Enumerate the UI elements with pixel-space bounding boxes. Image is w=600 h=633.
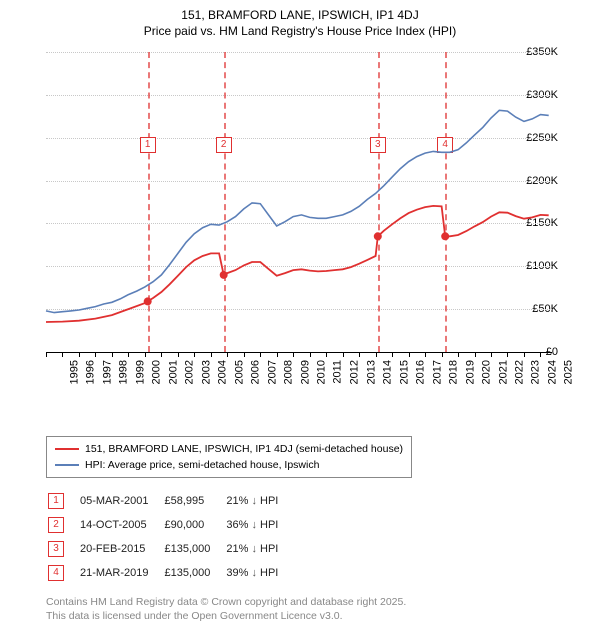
sale-price: £135,000 xyxy=(164,562,224,584)
down-arrow-icon: ↓ xyxy=(251,567,257,579)
hpi-line xyxy=(46,110,549,312)
down-arrow-icon: ↓ xyxy=(251,495,257,507)
sales-row: 2 14-OCT-2005£90,00036% ↓ HPI xyxy=(48,514,292,536)
sale-date: 21-MAR-2019 xyxy=(80,562,162,584)
sale-dot xyxy=(220,271,228,279)
down-arrow-icon: ↓ xyxy=(251,543,257,555)
x-tick-label: 2025 xyxy=(563,360,575,384)
sale-date: 14-OCT-2005 xyxy=(80,514,162,536)
sale-index-box: 1 xyxy=(48,493,64,509)
legend-label-property: 151, BRAMFORD LANE, IPSWICH, IP1 4DJ (se… xyxy=(85,443,403,455)
legend-label-hpi: HPI: Average price, semi-detached house,… xyxy=(85,459,319,471)
footer-line2: This data is licensed under the Open Gov… xyxy=(46,610,600,624)
sale-index-box: 2 xyxy=(48,517,64,533)
price-chart: £0£50K£100K£150K£200K£250K£300K£350K1995… xyxy=(0,44,560,394)
sale-index-box: 3 xyxy=(48,541,64,557)
chart-svg xyxy=(0,44,560,394)
sale-delta: 39% ↓ HPI xyxy=(226,562,292,584)
legend-row-hpi: HPI: Average price, semi-detached house,… xyxy=(55,457,403,473)
sale-dot xyxy=(374,232,382,240)
sale-date: 05-MAR-2001 xyxy=(80,490,162,512)
legend-row-property: 151, BRAMFORD LANE, IPSWICH, IP1 4DJ (se… xyxy=(55,441,403,457)
sales-row: 4 21-MAR-2019£135,00039% ↓ HPI xyxy=(48,562,292,584)
chart-container: 151, BRAMFORD LANE, IPSWICH, IP1 4DJ Pri… xyxy=(0,0,600,633)
down-arrow-icon: ↓ xyxy=(251,519,257,531)
property-line xyxy=(46,206,549,322)
sale-date: 20-FEB-2015 xyxy=(80,538,162,560)
sale-dot xyxy=(144,297,152,305)
legend-swatch-property xyxy=(55,448,79,450)
sale-index-box: 4 xyxy=(48,565,64,581)
footer-line1: Contains HM Land Registry data © Crown c… xyxy=(46,596,600,610)
title-subtitle: Price paid vs. HM Land Registry's House … xyxy=(0,24,600,38)
sale-delta: 21% ↓ HPI xyxy=(226,538,292,560)
sale-price: £58,995 xyxy=(164,490,224,512)
footer: Contains HM Land Registry data © Crown c… xyxy=(46,596,600,633)
sales-row: 3 20-FEB-2015£135,00021% ↓ HPI xyxy=(48,538,292,560)
sale-dot xyxy=(441,232,449,240)
legend: 151, BRAMFORD LANE, IPSWICH, IP1 4DJ (se… xyxy=(46,436,412,478)
legend-swatch-hpi xyxy=(55,464,79,466)
sale-delta: 36% ↓ HPI xyxy=(226,514,292,536)
sales-row: 1 05-MAR-2001£58,99521% ↓ HPI xyxy=(48,490,292,512)
title-block: 151, BRAMFORD LANE, IPSWICH, IP1 4DJ Pri… xyxy=(0,0,600,38)
sale-price: £135,000 xyxy=(164,538,224,560)
sales-table: 105-MAR-2001£58,99521% ↓ HPI214-OCT-2005… xyxy=(46,488,294,586)
title-address: 151, BRAMFORD LANE, IPSWICH, IP1 4DJ xyxy=(0,8,600,22)
sale-price: £90,000 xyxy=(164,514,224,536)
sale-delta: 21% ↓ HPI xyxy=(226,490,292,512)
